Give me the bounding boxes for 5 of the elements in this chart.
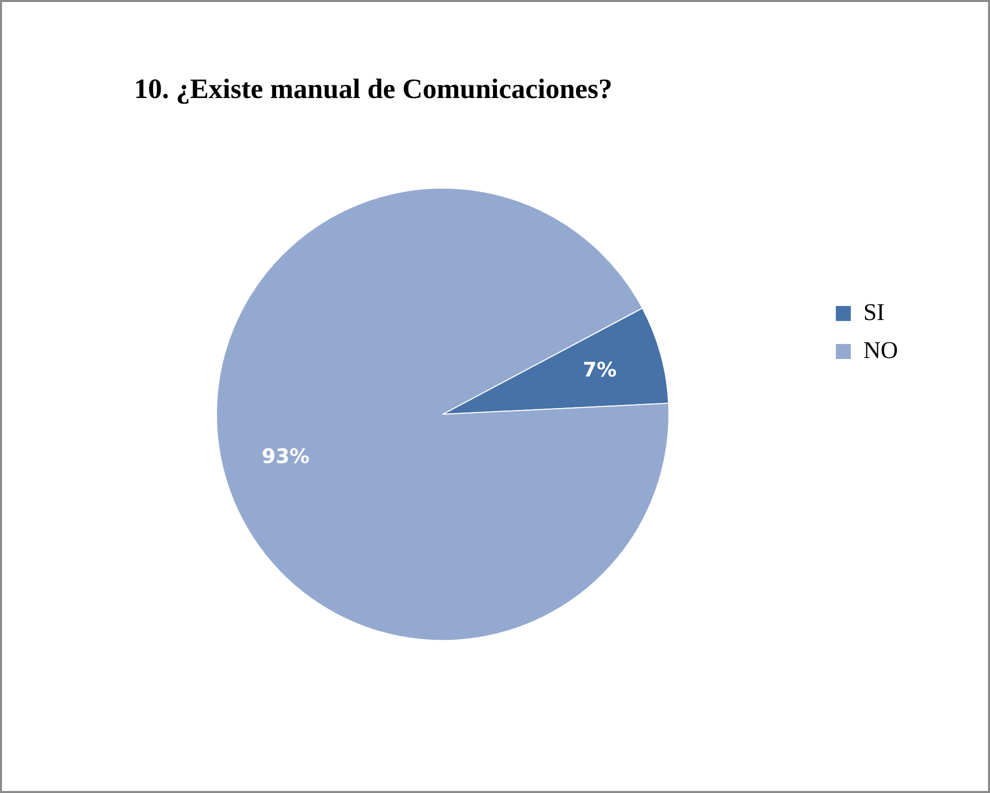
legend-label: NO: [863, 338, 898, 364]
data-label: 7%: [582, 357, 617, 382]
chart-title: 10. ¿Existe manual de Comunicaciones?: [134, 74, 612, 106]
data-label: 93%: [262, 444, 310, 468]
legend-label: SI: [863, 300, 885, 326]
